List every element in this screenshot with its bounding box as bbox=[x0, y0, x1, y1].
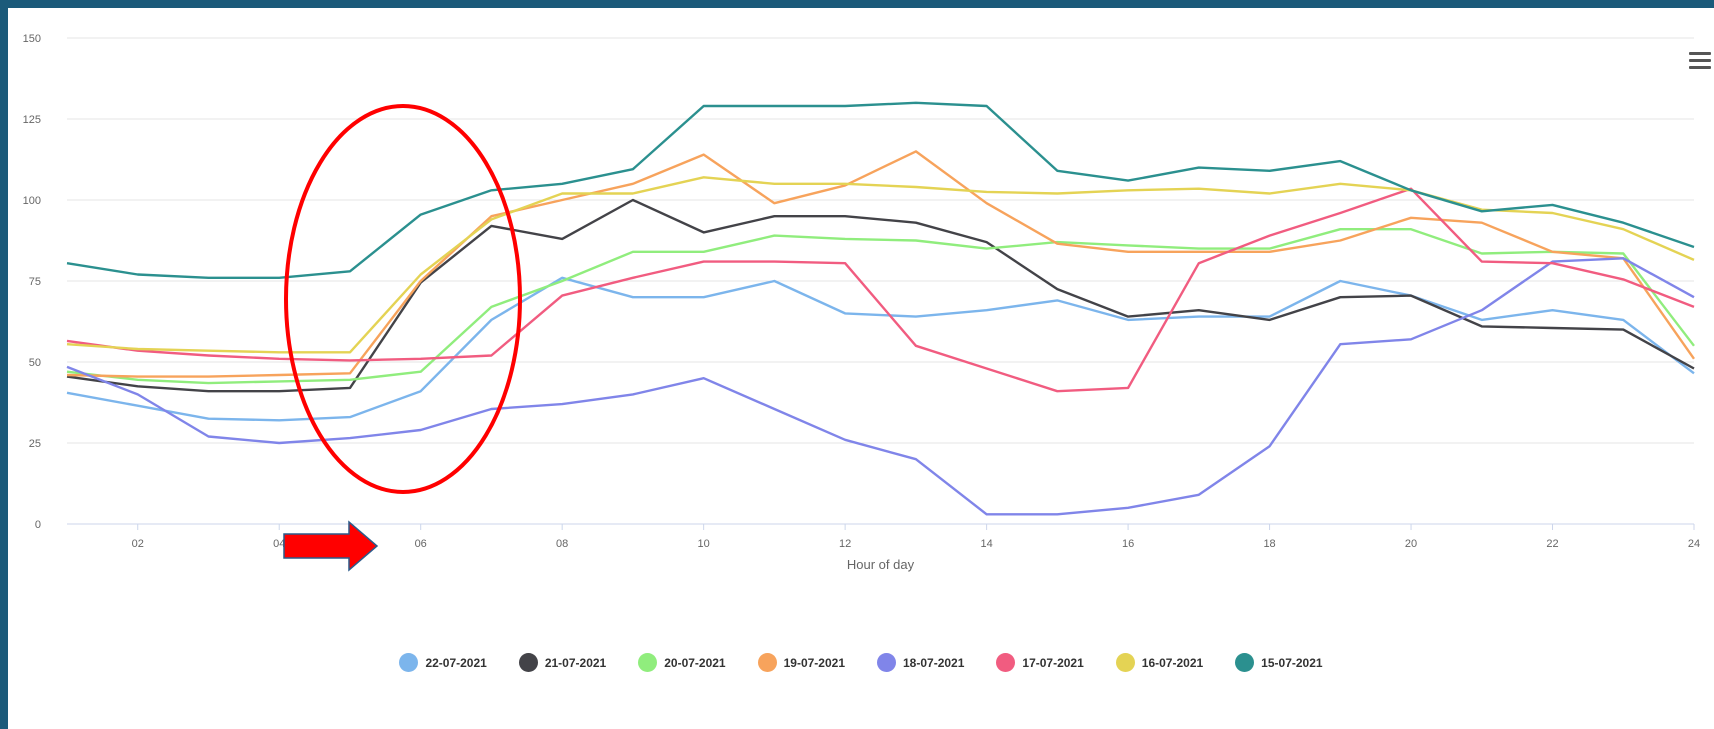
legend-label: 22-07-2021 bbox=[425, 655, 487, 670]
x-tick-label: 12 bbox=[839, 538, 851, 550]
legend-label: 19-07-2021 bbox=[783, 655, 845, 670]
y-tick-label: 125 bbox=[23, 114, 41, 126]
x-tick-label: 04 bbox=[273, 538, 285, 550]
series-line-16-07-2021[interactable] bbox=[66, 176, 1695, 354]
hamburger-menu-icon[interactable] bbox=[1689, 52, 1711, 70]
legend-marker bbox=[757, 653, 777, 672]
legend-item-20-07-2021[interactable]: 20-07-2021 bbox=[638, 653, 726, 672]
legend-label: 17-07-2021 bbox=[1022, 655, 1084, 670]
legend-item-16-07-2021[interactable]: 16-07-2021 bbox=[1115, 653, 1204, 672]
x-tick-label: 10 bbox=[698, 538, 710, 550]
x-tick-label: 02 bbox=[132, 538, 144, 550]
legend-item-15-07-2021[interactable]: 15-07-2021 bbox=[1235, 653, 1323, 672]
x-tick-label: 16 bbox=[1122, 538, 1134, 550]
legend-label: 15-07-2021 bbox=[1261, 655, 1323, 670]
y-tick-label: 0 bbox=[35, 519, 41, 531]
legend-marker bbox=[877, 653, 896, 672]
legend-marker bbox=[638, 653, 658, 672]
chart-container: 0 25 50 75 100 125 150 02 04 06 08 10 12 14 16 18 20 22 2… bbox=[8, 8, 1714, 729]
legend-label: 20-07-2021 bbox=[664, 655, 726, 670]
x-axis-title: Hour of day bbox=[847, 557, 915, 572]
x-tick-label: 06 bbox=[415, 538, 427, 550]
pointer-arrow bbox=[283, 520, 379, 572]
line-chart: 0 25 50 75 100 125 150 02 04 06 08 10 12 14 16 18 20 22 2… bbox=[23, 33, 1700, 572]
series-layer bbox=[66, 101, 1695, 516]
x-tick-label: 08 bbox=[556, 538, 568, 550]
legend-label: 18-07-2021 bbox=[903, 655, 965, 670]
legend-label: 16-07-2021 bbox=[1141, 655, 1204, 670]
y-axis-ticks: 0 25 50 75 100 125 150 bbox=[23, 33, 41, 531]
series-line-19-07-2021[interactable] bbox=[66, 150, 1695, 378]
series-line-20-07-2021[interactable] bbox=[66, 227, 1695, 385]
x-tick-label: 22 bbox=[1546, 538, 1558, 550]
legend-item-19-07-2021[interactable]: 19-07-2021 bbox=[757, 653, 845, 672]
legend-marker bbox=[518, 653, 538, 672]
legend-marker bbox=[1235, 653, 1255, 672]
y-tick-label: 25 bbox=[29, 438, 41, 450]
x-axis-ticks: 02 04 06 08 10 12 14 16 18 20 22 24 bbox=[132, 524, 1700, 550]
y-tick-label: 75 bbox=[29, 276, 41, 288]
legend-marker bbox=[996, 653, 1016, 672]
x-tick-label: 14 bbox=[980, 538, 992, 550]
x-tick-label: 24 bbox=[1688, 538, 1700, 550]
legend: 22-07-2021 21-07-2021 20-07-2021 19-07-2021… bbox=[8, 653, 1714, 672]
legend-label: 21-07-2021 bbox=[544, 655, 607, 670]
y-tick-label: 50 bbox=[29, 357, 41, 369]
series-line-15-07-2021[interactable] bbox=[66, 101, 1695, 279]
series-line-17-07-2021[interactable] bbox=[66, 187, 1695, 393]
x-tick-label: 20 bbox=[1405, 538, 1417, 550]
legend-item-17-07-2021[interactable]: 17-07-2021 bbox=[996, 653, 1084, 672]
legend-item-22-07-2021[interactable]: 22-07-2021 bbox=[399, 653, 487, 672]
annotation-layer bbox=[283, 104, 522, 572]
legend-marker bbox=[1115, 653, 1135, 672]
y-tick-label: 100 bbox=[23, 195, 41, 207]
y-tick-label: 150 bbox=[23, 33, 41, 45]
series-line-21-07-2021[interactable] bbox=[66, 198, 1695, 393]
legend-item-18-07-2021[interactable]: 18-07-2021 bbox=[877, 653, 964, 672]
series-line-18-07-2021[interactable] bbox=[66, 257, 1695, 516]
legend-marker bbox=[399, 653, 419, 672]
grid-layer bbox=[67, 37, 1694, 525]
x-tick-label: 18 bbox=[1263, 538, 1275, 550]
legend-item-21-07-2021[interactable]: 21-07-2021 bbox=[518, 653, 607, 672]
highlight-ellipse bbox=[284, 104, 522, 494]
series-line-22-07-2021[interactable] bbox=[66, 276, 1695, 422]
